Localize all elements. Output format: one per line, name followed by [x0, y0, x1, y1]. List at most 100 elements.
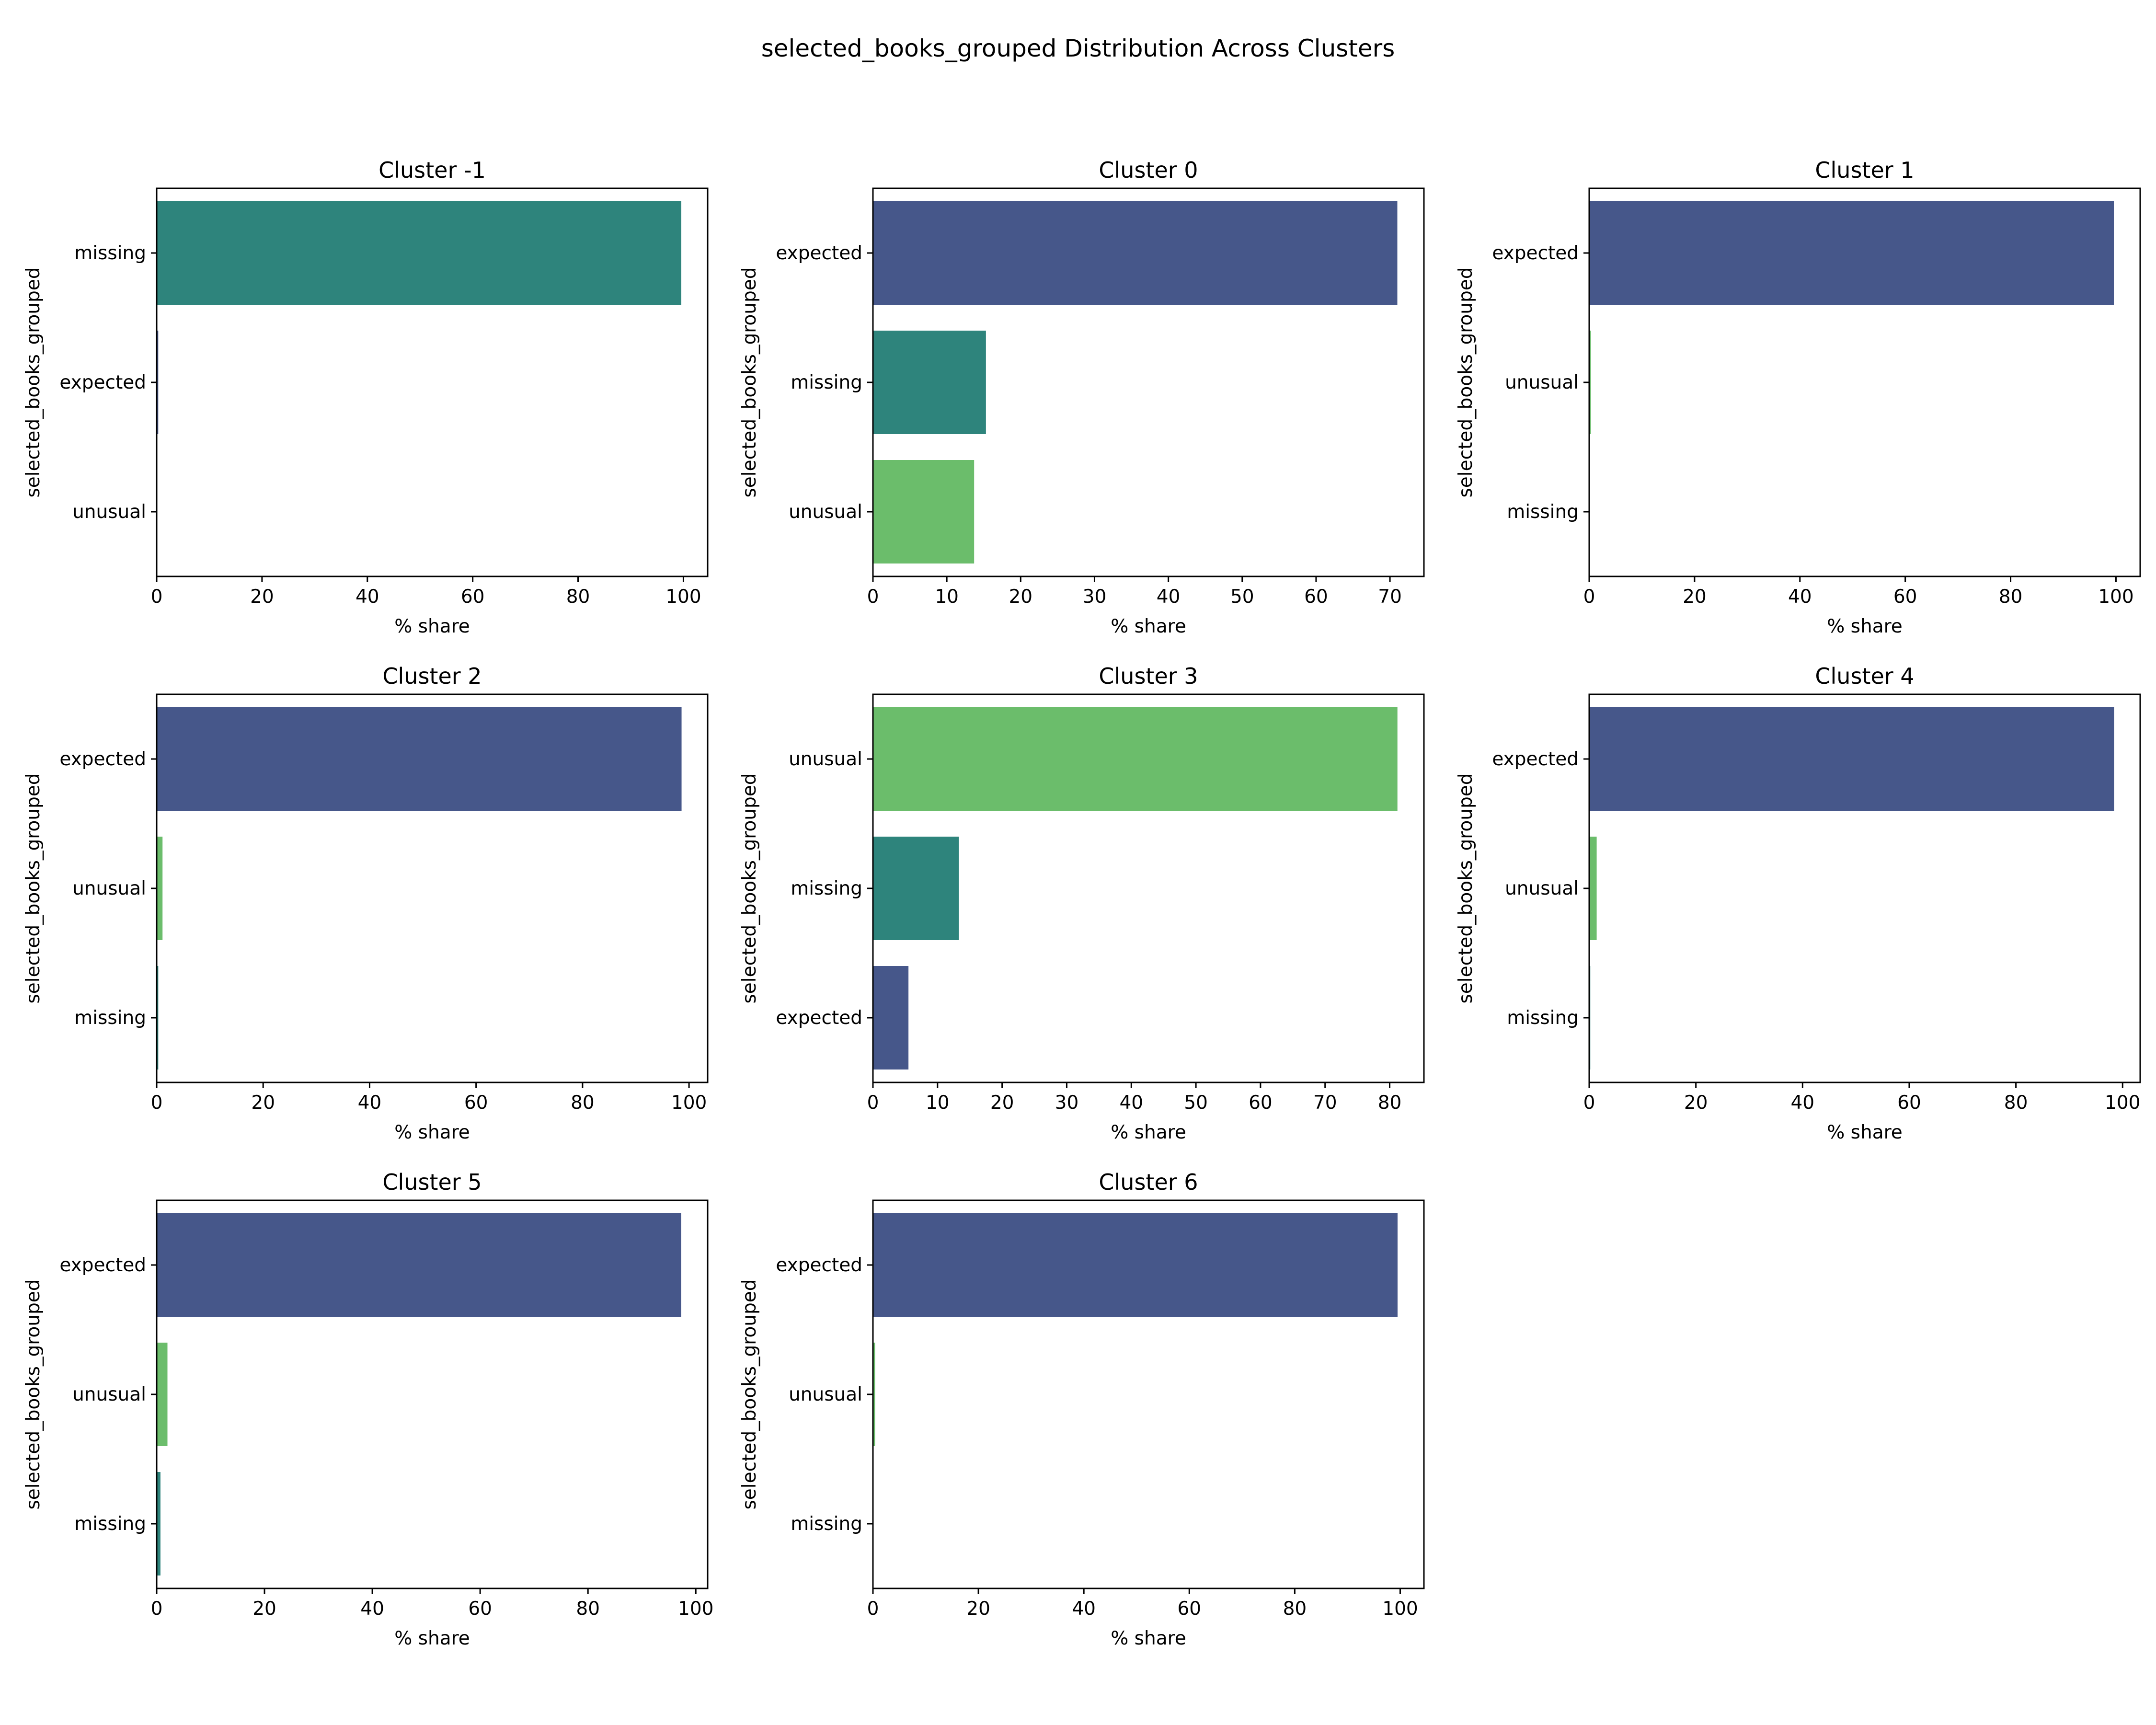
- x-tick-label: 60: [1177, 1598, 1201, 1620]
- y-tick-label: unusual: [72, 501, 146, 523]
- x-tick-label: 70: [1313, 1092, 1337, 1114]
- y-tick-label: missing: [791, 1513, 862, 1535]
- x-axis-label: % share: [1111, 616, 1186, 637]
- x-tick-label: 80: [1378, 1092, 1402, 1114]
- axes-frame: [872, 187, 1425, 577]
- axes-frame: [872, 693, 1425, 1083]
- axes-frame: [1588, 187, 2141, 577]
- bar-expected: [157, 707, 682, 811]
- x-tick-label: 40: [1119, 1092, 1143, 1114]
- x-tick-label: 70: [1378, 586, 1402, 608]
- x-tick-label: 0: [867, 1598, 879, 1620]
- x-axis-label: % share: [394, 1628, 470, 1649]
- subplot-3: expected unusual missing 0 20 40 60 80 100 Cluste…: [23, 663, 709, 1143]
- axes-frame: [156, 187, 709, 577]
- axes-frame: [156, 693, 709, 1083]
- x-tick-label: 60: [464, 1092, 488, 1114]
- x-axis-label: % share: [1827, 616, 1903, 637]
- x-tick-label: 80: [1283, 1598, 1307, 1620]
- y-tick-label: expected: [59, 1254, 146, 1276]
- x-tick-label: 40: [358, 1092, 382, 1114]
- y-tick-label: expected: [59, 372, 146, 393]
- y-tick-label: unusual: [72, 1384, 146, 1405]
- y-tick-label: expected: [776, 1007, 862, 1029]
- x-tick-label: 40: [1788, 586, 1812, 608]
- y-tick-label: missing: [74, 1007, 146, 1029]
- bar-unusual: [1589, 837, 1597, 940]
- x-tick-label: 100: [2098, 586, 2133, 608]
- x-tick-label: 60: [1893, 586, 1917, 608]
- x-tick-label: 0: [1583, 586, 1595, 608]
- y-tick-label: unusual: [72, 878, 146, 899]
- subplot-title: Cluster 4: [1815, 663, 1914, 689]
- x-tick-label: 40: [1790, 1092, 1814, 1114]
- subplot-title: Cluster 1: [1815, 157, 1914, 183]
- bar-unusual: [157, 837, 163, 940]
- bar-missing: [157, 966, 159, 1070]
- bar-missing: [873, 331, 986, 434]
- y-axis-label: selected_books_grouped: [23, 1279, 44, 1509]
- x-tick-label: 80: [571, 1092, 595, 1114]
- x-tick-label: 10: [935, 586, 959, 608]
- x-tick-label: 20: [1684, 1092, 1708, 1114]
- x-tick-label: 40: [1072, 1598, 1096, 1620]
- bar-expected: [873, 1213, 1398, 1317]
- y-axis-label: selected_books_grouped: [23, 267, 44, 497]
- x-tick-label: 40: [360, 1598, 384, 1620]
- x-axis-label: % share: [1111, 1122, 1186, 1143]
- x-axis-label: % share: [1111, 1628, 1186, 1649]
- x-tick-label: 20: [1009, 586, 1032, 608]
- x-tick-label: 20: [1683, 586, 1707, 608]
- bar-unusual: [873, 460, 975, 564]
- y-tick-label: unusual: [789, 1384, 862, 1405]
- bar-unusual: [1589, 331, 1591, 434]
- y-tick-label: missing: [1507, 1007, 1579, 1029]
- x-tick-label: 80: [576, 1598, 600, 1620]
- subplot-title: Cluster -1: [378, 157, 486, 183]
- x-tick-label: 0: [151, 1092, 163, 1114]
- y-axis-label: selected_books_grouped: [1455, 773, 1477, 1003]
- subplot-0: missing expected unusual 0 20 40 60 80 100 Cluste…: [23, 157, 709, 637]
- y-tick-label: unusual: [1505, 878, 1579, 899]
- figure-title: selected_books_grouped Distribution Acro…: [761, 34, 1395, 62]
- x-tick-label: 20: [250, 586, 274, 608]
- bar-unusual: [873, 1343, 875, 1446]
- subplot-7: expected unusual missing 0 20 40 60 80 100 Cluste…: [739, 1169, 1425, 1649]
- y-axis-label: selected_books_grouped: [739, 773, 760, 1003]
- x-tick-label: 30: [1083, 586, 1107, 608]
- x-tick-label: 60: [468, 1598, 492, 1620]
- subplot-1: expected missing unusual 0 10 20 30 40 50 60 70 Clu…: [739, 157, 1425, 637]
- subplot-title: Cluster 0: [1099, 157, 1198, 183]
- y-tick-label: unusual: [1505, 372, 1579, 393]
- y-axis-label: selected_books_grouped: [739, 1279, 760, 1509]
- x-tick-label: 60: [1249, 1092, 1273, 1114]
- x-tick-label: 60: [461, 586, 485, 608]
- y-tick-label: expected: [1492, 748, 1579, 770]
- bar-expected: [157, 331, 159, 434]
- x-tick-label: 80: [1999, 586, 2023, 608]
- subplot-4: unusual missing expected 0 10 20 30 40 50 60 70 80 C…: [739, 663, 1425, 1143]
- y-tick-label: missing: [1507, 501, 1579, 523]
- x-tick-label: 50: [1184, 1092, 1208, 1114]
- x-tick-label: 100: [2105, 1092, 2140, 1114]
- x-tick-label: 80: [566, 586, 590, 608]
- x-tick-label: 20: [966, 1598, 990, 1620]
- subplot-2: expected unusual missing 0 20 40 60 80 100 Cluste…: [1455, 157, 2141, 637]
- bar-expected: [1589, 201, 2114, 305]
- subplot-title: Cluster 5: [382, 1169, 482, 1195]
- x-tick-label: 100: [678, 1598, 713, 1620]
- x-tick-label: 80: [2004, 1092, 2028, 1114]
- subplot-5: expected unusual missing 0 20 40 60 80 100 Cluste…: [1455, 663, 2141, 1143]
- x-tick-label: 30: [1055, 1092, 1079, 1114]
- bar-expected: [1589, 707, 2114, 811]
- x-tick-label: 60: [1897, 1092, 1921, 1114]
- x-tick-label: 10: [926, 1092, 950, 1114]
- x-tick-label: 20: [252, 1598, 276, 1620]
- y-tick-label: missing: [791, 878, 862, 899]
- axes-frame: [156, 1199, 709, 1589]
- x-tick-label: 40: [356, 586, 379, 608]
- bar-missing: [157, 201, 682, 305]
- axes-frame: [1588, 693, 2141, 1083]
